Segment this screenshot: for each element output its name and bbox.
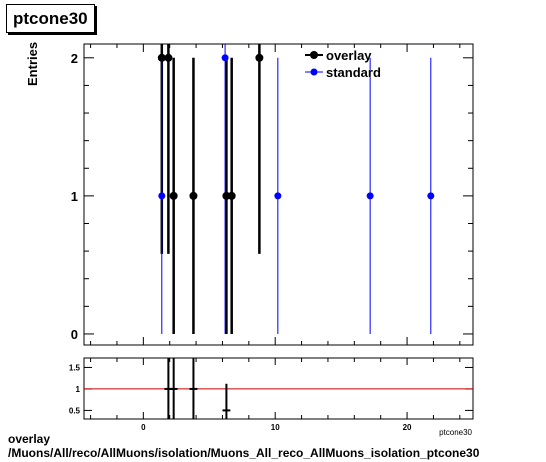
overlay-point [164,53,173,62]
legend-standard-marker [310,68,318,76]
ratio-plot-marks [84,358,473,419]
ratio-x-tick-label: 0 [141,423,146,432]
x-axis-label: ptcone30 [439,428,472,437]
standard-point [274,192,282,200]
main-plot-frame [83,43,474,346]
y-axis-label: Entries [25,42,40,86]
standard-point [427,192,435,200]
y-tick-label: 1 [71,189,78,204]
ratio-x-tick-label: 20 [403,423,412,432]
footer-line-1: overlay [8,432,51,446]
y-tick-label: 0 [71,327,78,342]
ratio-y-tick-label: 0.5 [69,406,81,415]
ratio-y-tick-label: 1 [76,385,81,394]
legend-overlay-marker [310,51,318,59]
ratio-axis-ticks: 0.5 1 1.5 0 10 20 [69,358,473,432]
legend: overlay standard [305,48,381,80]
footer-caption: overlay /Muons/All/reco/AllMuons/isolati… [8,432,479,460]
overlay-point [189,191,198,200]
y-tick-label: 2 [71,51,78,66]
standard-point [221,54,229,62]
overlay-point [169,191,178,200]
histogram-title: ptcone30 [6,4,95,33]
standard-point [366,192,374,200]
main-axis-ticks: 0 1 2 [71,44,473,345]
standard-point [158,192,166,200]
legend-standard-label: standard [326,65,381,80]
ratio-x-tick-label: 10 [271,423,280,432]
overlay-point [255,53,264,62]
legend-overlay-label: overlay [326,48,372,63]
overlay-point [227,191,236,200]
ratio-y-tick-label: 1.5 [69,363,81,372]
main-plot-marks [157,44,435,334]
footer-line-2: /Muons/All/reco/AllMuons/isolation/Muons… [8,446,480,460]
overlay-point [157,53,166,62]
